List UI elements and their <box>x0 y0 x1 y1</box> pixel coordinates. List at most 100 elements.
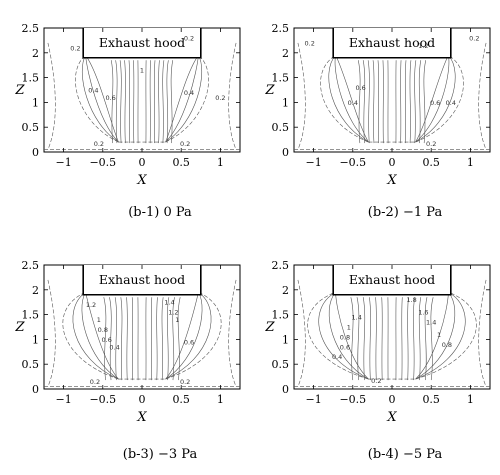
y-axis-label: Z <box>14 83 25 98</box>
contour-line <box>137 297 147 381</box>
x-tick-label: −0.5 <box>89 156 116 169</box>
contour-line <box>357 60 427 144</box>
x-tick-label: −1 <box>55 156 71 169</box>
contour-value-label: 1 <box>140 67 144 75</box>
y-axis-label: Z <box>14 320 25 335</box>
caption-b1: (b-1) 0 Pa <box>128 205 192 220</box>
x-tick-label: 0.5 <box>422 393 440 406</box>
contour-lines <box>44 279 240 387</box>
y-tick-label: 1.5 <box>22 309 40 322</box>
contour-line <box>82 55 119 143</box>
x-tick-label: 0.5 <box>172 393 190 406</box>
y-tick-label: 2.5 <box>22 259 40 272</box>
y-tick-label: 2 <box>282 284 289 297</box>
caption-b2: (b-2) −1 Pa <box>367 205 443 220</box>
y-tick-label: 1 <box>282 333 289 346</box>
contour-line <box>165 292 203 380</box>
contour-line <box>334 55 369 143</box>
contour-value-label: 0.6 <box>102 336 112 344</box>
contour-value-label: 0.2 <box>469 34 479 42</box>
x-tick-label: 0 <box>139 156 146 169</box>
contour-line <box>369 297 415 381</box>
contour-value-label: 0.4 <box>184 89 194 97</box>
contour-line <box>165 292 212 380</box>
y-tick-label: 0.5 <box>272 121 290 134</box>
contour-line <box>328 55 369 143</box>
contour-line <box>115 60 169 144</box>
contour-value-label: 0.2 <box>94 140 104 148</box>
contour-line <box>85 55 119 143</box>
contour-panel-b2: Exhaust hood 0.2 0.4 0.6 1.2 0.6 0.4 0.2 0.2 −1 −0… <box>264 22 491 188</box>
y-tick-label: 0.5 <box>272 358 290 371</box>
contour-line <box>228 42 237 150</box>
y-tick-label: 2.5 <box>272 259 290 272</box>
contour-line <box>415 292 449 380</box>
contour-value-label: 0.4 <box>109 343 119 351</box>
contour-value-label: 0.2 <box>180 378 190 386</box>
y-tick-label: 2.5 <box>22 22 40 35</box>
contour-line <box>47 42 56 150</box>
contour-value-label: 1.4 <box>352 314 362 322</box>
x-tick-label: −1 <box>55 393 71 406</box>
contour-lines <box>294 42 490 150</box>
y-tick-label: 2 <box>32 47 39 60</box>
contour-line <box>335 55 369 143</box>
contour-line <box>85 292 119 380</box>
contour-line <box>137 60 147 144</box>
contour-line <box>415 55 456 143</box>
contour-line <box>165 55 199 143</box>
contour-line <box>415 55 449 143</box>
contour-value-label: 0.4 <box>348 99 358 107</box>
x-tick-label: 0 <box>389 393 396 406</box>
contour-value-label: 0.8 <box>98 326 108 334</box>
contour-line <box>297 279 306 387</box>
contour-line <box>478 279 487 387</box>
x-tick-label: −1 <box>305 156 321 169</box>
y-tick-label: 1 <box>282 96 289 109</box>
x-tick-label: −0.5 <box>339 393 366 406</box>
contour-line <box>382 60 402 144</box>
contour-value-label: 1.2 <box>418 42 428 50</box>
y-tick-label: 1 <box>32 96 39 109</box>
contour-line <box>362 60 422 144</box>
exhaust-hood-label: Exhaust hood <box>99 35 185 50</box>
contour-value-label: 0.2 <box>180 140 190 148</box>
exhaust-hood <box>82 28 202 59</box>
contour-value-label: 0.2 <box>371 377 381 385</box>
y-tick-label: 0.5 <box>22 121 40 134</box>
contour-line <box>387 60 397 144</box>
x-tick-label: 0 <box>139 393 146 406</box>
contour-value-label: 0.2 <box>426 140 436 148</box>
contour-line <box>120 297 164 381</box>
x-tick-label: 0 <box>389 156 396 169</box>
x-axis-label: X <box>386 410 397 425</box>
contour-value-label: 1.2 <box>86 301 96 309</box>
contour-line <box>165 55 199 143</box>
y-tick-label: 1.5 <box>22 72 40 85</box>
contour-line <box>165 292 222 380</box>
contour-line <box>372 60 412 144</box>
exhaust-hood <box>332 28 452 59</box>
contour-value-label: 0.4 <box>446 99 456 107</box>
x-axis-label: X <box>136 173 147 188</box>
y-tick-label: 2.5 <box>272 22 290 35</box>
contour-value-label: 1 <box>437 331 441 339</box>
contour-value-label: 1.2 <box>168 309 178 317</box>
x-axis-label: X <box>136 410 147 425</box>
contour-line <box>131 297 153 381</box>
contour-line <box>81 292 119 380</box>
x-tick-label: 1 <box>217 156 224 169</box>
contour-line <box>415 55 464 143</box>
y-tick-label: 1.5 <box>272 72 290 85</box>
contour-value-label: 1 <box>175 316 179 324</box>
contour-value-label: 0.6 <box>355 84 365 92</box>
contour-value-label: 0.2 <box>90 378 100 386</box>
x-tick-label: 0.5 <box>172 156 190 169</box>
y-tick-label: 0 <box>282 383 289 396</box>
contour-line <box>165 55 209 143</box>
contour-line <box>415 292 456 380</box>
contour-value-label: 0.8 <box>340 333 350 341</box>
caption-b3: (b-3) −3 Pa <box>122 447 198 462</box>
contour-value-label: 1.6 <box>418 309 428 317</box>
